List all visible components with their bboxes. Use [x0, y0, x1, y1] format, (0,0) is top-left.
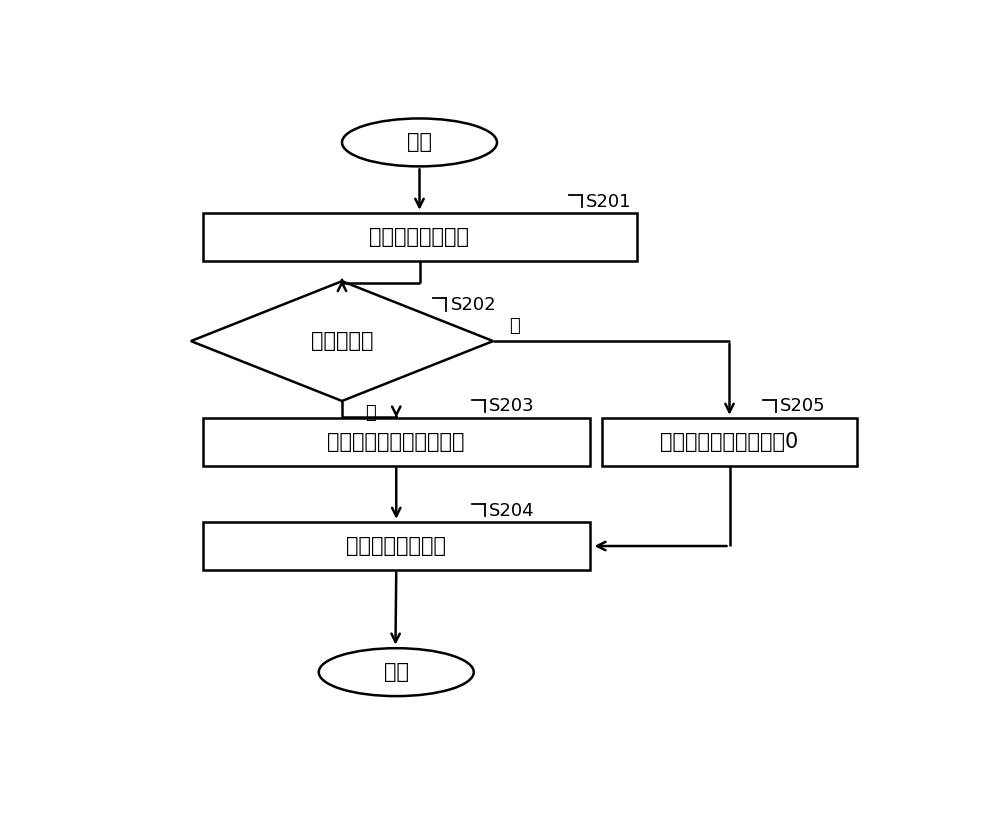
Ellipse shape — [319, 648, 474, 696]
Bar — [202, 214, 637, 260]
Text: 解码子块的有效系数信息: 解码子块的有效系数信息 — [328, 432, 465, 452]
Bar — [202, 523, 590, 570]
Text: 解码子块的系数值: 解码子块的系数值 — [346, 536, 446, 556]
Text: 有效子块？: 有效子块？ — [311, 331, 373, 351]
Text: 使子块的所有系数都为0: 使子块的所有系数都为0 — [660, 432, 799, 452]
Text: 是: 是 — [365, 404, 376, 422]
Polygon shape — [191, 281, 493, 401]
Text: S205: S205 — [780, 397, 826, 415]
Bar — [602, 419, 857, 466]
Text: 解码有效子块信息: 解码有效子块信息 — [370, 227, 470, 247]
Text: 开始: 开始 — [407, 133, 432, 152]
Bar — [202, 419, 590, 466]
Text: 结束: 结束 — [384, 662, 409, 682]
Text: S204: S204 — [489, 501, 535, 519]
Text: S201: S201 — [586, 192, 632, 210]
Text: S203: S203 — [489, 397, 535, 415]
Ellipse shape — [342, 119, 497, 166]
Text: S202: S202 — [450, 296, 496, 314]
Text: 否: 否 — [509, 317, 519, 335]
